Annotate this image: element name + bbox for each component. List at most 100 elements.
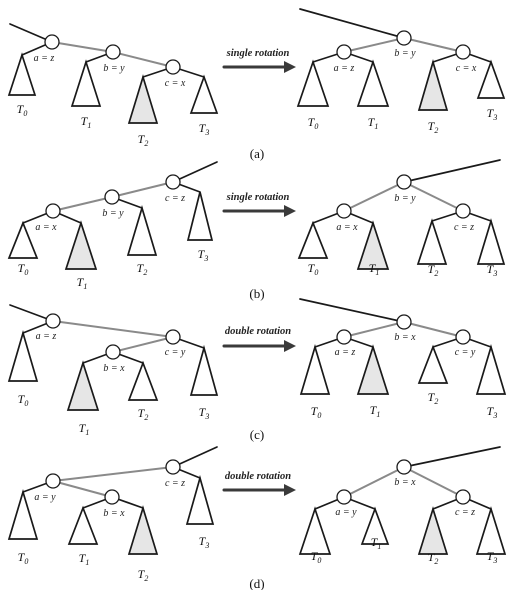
panel-a-after-node-c [455,44,471,60]
panel-a-before-subtree-label-0: T0 [17,102,28,118]
panel-d-after-node-b [396,459,412,475]
panel-a-after-subtree-label-1: T1 [368,115,379,131]
panel-c-before-subtree-2 [127,360,159,401]
panel-c-after-subtree-label-3: T3 [487,404,498,420]
panel-b-before-node-label-c: c = z [165,193,185,204]
panel-a-before-subtree-label-3: T3 [199,121,210,137]
panel-a-before-node-a [44,34,60,50]
panel-c-after-subtree-label-0: T0 [311,404,322,420]
panel-a-after-subtree-label-0: T0 [308,115,319,131]
panel-b-before-node-label-b: b = y [102,208,124,219]
panel-a-after-node-label-c: c = x [456,63,477,74]
panel-b-after-edge-b-a [343,181,405,212]
panel-d-after-node-c [455,489,471,505]
panel-a-before-subtree-0 [7,52,37,96]
panel-c-after-node-label-c: c = y [455,347,476,358]
panel-d-after-subtree-1 [360,506,390,545]
panel-a-after-subtree-1 [356,59,390,107]
panel-c-after-subtree-0 [299,344,331,395]
panel-a-after-subtree-label-3: T3 [487,106,498,122]
panel-c-after-edge-b-a [343,321,405,338]
panel-a-before-subtree-2 [127,74,159,124]
panel-b-after-subtree-0 [297,220,329,259]
panel-c-after-node-label-b: b = x [394,332,416,343]
panel-b-arrow-head [284,205,296,217]
panel-d-before-subtree-label-2: T2 [138,567,149,583]
panel-d-before-node-c [165,459,181,475]
panel-a-after-node-a [336,44,352,60]
panel-c-after-subtree-label-1: T1 [370,403,381,419]
panel-b-caption: (b) [249,286,264,301]
panel-b-after-subtree-1 [356,220,390,270]
panel-c-before-edge-c-b [112,336,174,353]
panel-b-rotation-label: single rotation [226,192,290,203]
panel-c-before-subtree-label-3: T3 [199,405,210,421]
panel-c-before-node-c [165,329,181,345]
panel-d-after-parent-edge [403,446,501,468]
panel-c-before-node-label-c: c = y [165,347,186,358]
panel-d-before-node-label-c: c = z [165,478,185,489]
panel-c-before-subtree-0 [7,329,39,382]
panel-b-before-subtree-1 [64,220,98,270]
panel-d-after-edge-b-a [343,466,405,498]
panel-d-after-subtree-0 [298,506,332,555]
panel-a-after-subtree-0 [296,59,330,107]
panel-d-after-node-label-b: b = x [394,477,416,488]
panel-b-before-subtree-label-2: T2 [137,261,148,277]
panel-b-before-edge-c-b [111,181,174,198]
panel-d-before-node-a [45,473,61,489]
panel-a-before-node-label-c: c = x [165,78,186,89]
panel-a-before-node-c [165,59,181,75]
panel-a-after-subtree-2 [417,58,449,111]
panel-a-after-parent-edge [299,8,405,39]
panel-a-before-node-b [105,44,121,60]
panel-d-before-subtree-3 [185,474,215,525]
panel-c-before-subtree-label-2: T2 [138,406,149,422]
panel-c-before-node-label-b: b = x [103,363,125,374]
panel-b-before-node-label-a: a = x [35,222,57,233]
panel-a-before-edge-b-c [112,51,174,68]
panel-c-rotation-label: double rotation [225,326,291,337]
panel-d-after-subtree-3 [475,506,507,555]
panel-a-before-subtree-3 [189,74,219,114]
panel-c-before-subtree-1 [66,360,100,411]
panel-b-after-node-a [336,203,352,219]
panel-b-before-subtree-label-0: T0 [18,261,29,277]
panel-d-after-node-label-a: a = y [335,507,357,518]
panel-a-before-subtree-label-2: T2 [138,132,149,148]
panel-b-before-subtree-label-1: T1 [77,275,88,291]
panel-a-after-subtree-label-2: T2 [428,119,439,135]
panel-b-after-node-label-c: c = z [454,222,474,233]
panel-d-after-subtree-label-3: T3 [487,549,498,565]
panel-a-rotation-label: single rotation [226,48,290,59]
panel-a-caption: (a) [250,146,264,161]
panel-d-before-node-label-a: a = y [34,492,56,503]
panel-a-before-node-label-a: a = z [34,53,55,64]
panel-b-after-node-label-a: a = x [336,222,358,233]
panel-d-caption: (d) [249,576,264,590]
panel-c-before-subtree-3 [189,344,219,396]
panel-d-after-node-a [336,489,352,505]
panel-b-after-edge-b-c [403,181,464,212]
panel-d-after-edge-b-c [403,466,464,498]
panel-c-after-subtree-label-2: T2 [428,390,439,406]
panel-b-before-subtree-0 [7,220,39,259]
panel-c-after-node-c [455,329,471,345]
panel-a-before-node-label-b: b = y [103,63,125,74]
panel-b-after-subtree-3 [476,218,506,265]
panel-d-rotation-label: double rotation [225,471,291,482]
panel-a-after-edge-b-c [403,37,464,53]
panel-b-before-subtree-2 [126,205,158,256]
panel-d-before-subtree-label-1: T1 [79,551,90,567]
panel-c-before-node-a [45,313,61,329]
panel-b-after-parent-edge [403,159,501,183]
panel-d-before-parent-edge [172,446,218,468]
panel-b-before-parent-edge [172,161,218,183]
panel-b-after-subtree-2 [416,218,448,265]
panel-c-before-subtree-label-0: T0 [18,392,29,408]
panel-d-before-subtree-label-3: T3 [199,534,210,550]
panel-c-after-parent-edge [299,298,405,323]
panel-b-after-node-b [396,174,412,190]
panel-b-before-node-b [104,189,120,205]
